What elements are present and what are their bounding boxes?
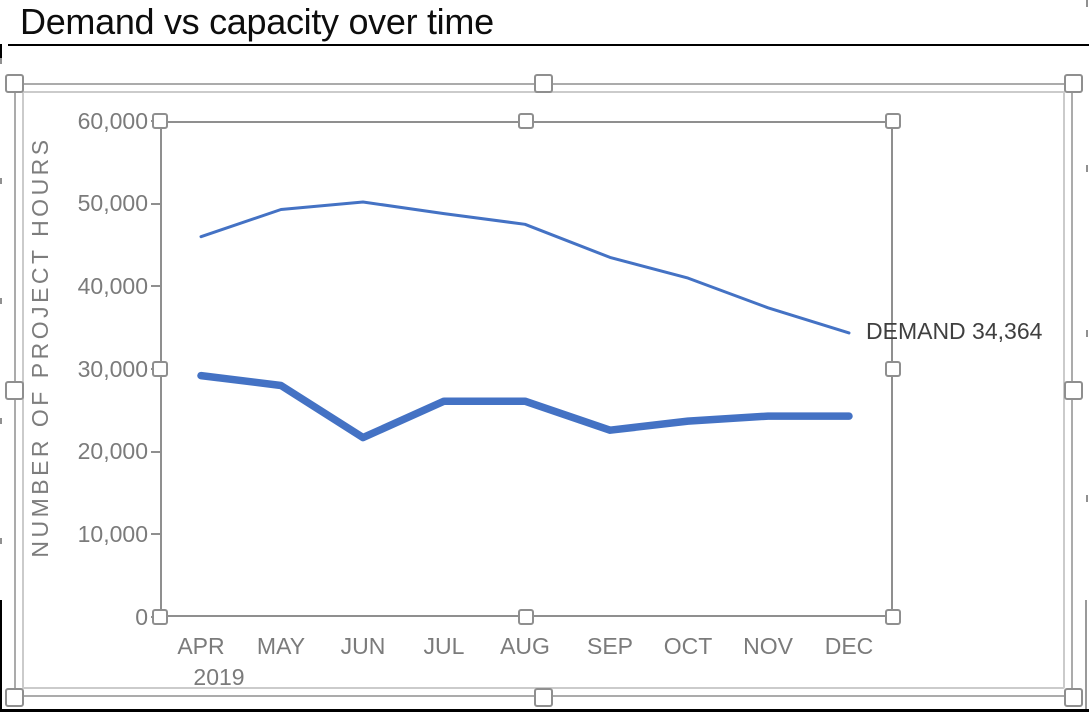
y-tick-mark (151, 285, 160, 288)
x-tick-label: SEP (586, 633, 634, 659)
chart-frame-handle[interactable] (4, 380, 24, 400)
y-tick-label: 40,000 (77, 272, 148, 299)
edge-line-left-top (0, 44, 2, 58)
chart-frame-handle[interactable] (1063, 73, 1083, 93)
plot-area-handle[interactable] (152, 361, 168, 377)
y-axis-title: NUMBER OF PROJECT HOURS (27, 136, 53, 558)
edge-line-top (8, 44, 1089, 46)
x-tick-label: MAY (256, 633, 306, 659)
chart-frame-handle[interactable] (533, 687, 553, 707)
edge-line-bottom (0, 709, 1089, 712)
chart-frame-handle[interactable] (4, 687, 24, 707)
chart-frame-handle[interactable] (1063, 380, 1083, 400)
plot-area-handle[interactable] (885, 361, 901, 377)
y-tick-mark (151, 202, 160, 205)
y-tick-mark (151, 533, 160, 536)
y-tick-label: 50,000 (77, 190, 148, 217)
y-tick-label: 10,000 (77, 520, 148, 547)
series-line-capacity[interactable] (197, 371, 853, 442)
series-line-demand[interactable] (199, 200, 851, 335)
x-tick-label: APR (177, 633, 225, 659)
plot-area-handle[interactable] (885, 113, 901, 129)
plot-area-handle[interactable] (518, 609, 534, 625)
x-tick-label: JUN (340, 633, 386, 659)
x-tick-label: AUG (500, 633, 550, 659)
chart-frame-handle[interactable] (1063, 687, 1083, 707)
chart-frame-handle[interactable] (533, 73, 553, 93)
x-tick-label: DEC (824, 633, 874, 659)
plot-area-handle[interactable] (152, 609, 168, 625)
plot-area-handle[interactable] (885, 609, 901, 625)
y-tick-label: 0 (135, 603, 148, 630)
y-tick-label: 30,000 (77, 355, 148, 382)
edge-dashes-right (1086, 0, 1088, 600)
chart-title: Demand vs capacity over time (20, 1, 494, 42)
edge-line-left-bottom (0, 600, 2, 712)
y-tick-label: 20,000 (77, 438, 148, 465)
x-tick-label: OCT (663, 633, 713, 659)
edge-dashes-left (0, 58, 2, 600)
plot-area-handle[interactable] (518, 113, 534, 129)
chart-frame-handle[interactable] (4, 73, 24, 93)
x-axis-year-label: 2019 (193, 664, 245, 690)
edge-line-right-bottom (1085, 600, 1087, 712)
x-tick-label: JUL (423, 633, 465, 659)
x-tick-label: NOV (743, 633, 793, 659)
chart-lines[interactable] (160, 121, 893, 617)
plot-area-handle[interactable] (152, 113, 168, 129)
y-tick-label: 60,000 (77, 107, 148, 134)
demand-data-label: DEMAND 34,364 (866, 318, 1043, 344)
y-tick-mark (151, 450, 160, 453)
